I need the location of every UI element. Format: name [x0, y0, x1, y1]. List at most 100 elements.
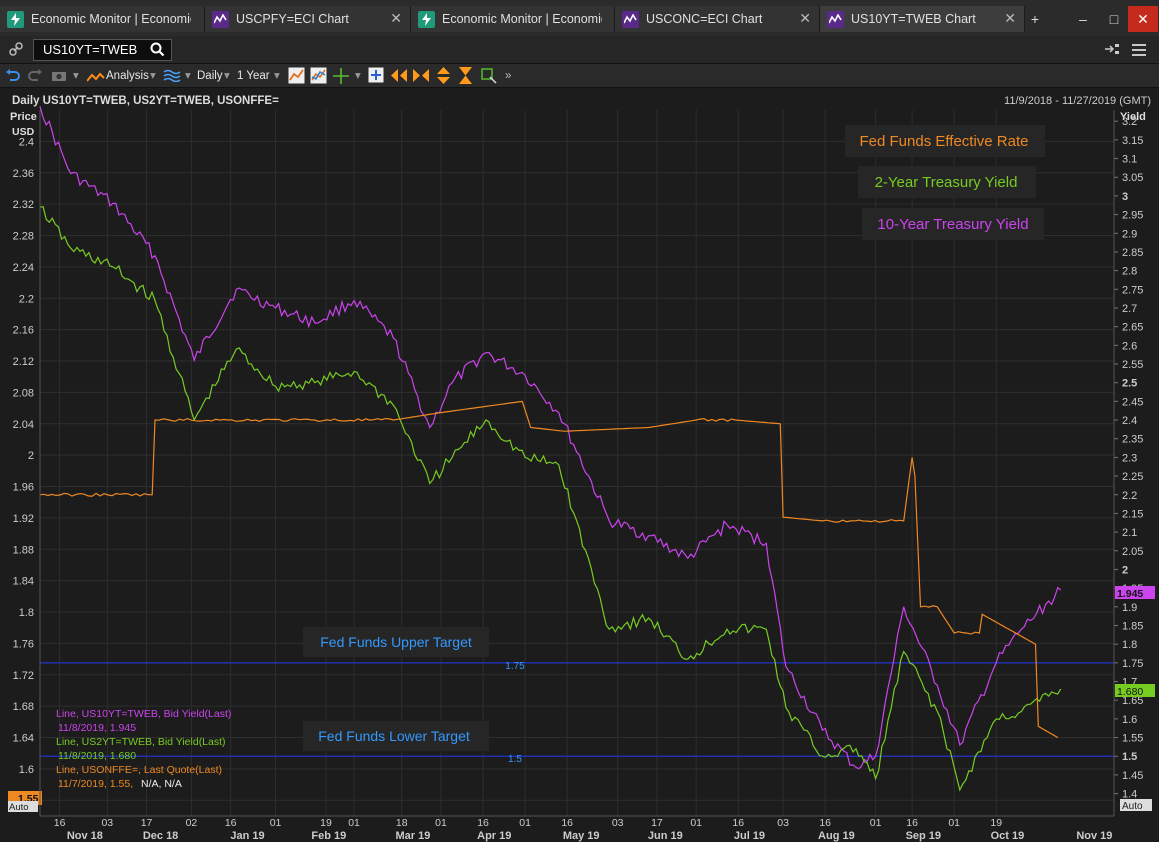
analysis-icon[interactable]: [86, 70, 105, 88]
legend-ten-year-line2: 11/8/2019, 1.945: [58, 722, 136, 734]
left-tick-label: 2: [28, 450, 34, 462]
tab-label: USCPFY=ECI Chart: [236, 12, 349, 26]
minimize-button[interactable]: –: [1079, 11, 1087, 27]
close-icon[interactable]: ✕: [390, 10, 402, 26]
chart-line-icon: [622, 10, 639, 28]
right-tick-label: 2.75: [1122, 284, 1143, 296]
crosshair-icon[interactable]: [333, 68, 349, 89]
annotation-lower-target: Fed Funds Lower Target: [318, 728, 470, 744]
interval-select[interactable]: Daily: [197, 70, 223, 82]
analysis-menu[interactable]: Analysis: [106, 70, 149, 82]
close-icon[interactable]: ✕: [799, 10, 811, 26]
right-tick-label: 1.75: [1122, 658, 1143, 670]
right-tick-label: 2.1: [1122, 527, 1137, 539]
right-tick-label: 2.95: [1122, 210, 1143, 222]
hourglass-icon[interactable]: [459, 67, 472, 89]
x-tick-label: 18: [396, 817, 408, 829]
link-icon[interactable]: [8, 41, 24, 62]
share-icon[interactable]: [1104, 42, 1120, 61]
x-tick-label: 03: [777, 817, 789, 829]
x-month-label: Sep 19: [906, 830, 941, 842]
range-dropdown-icon[interactable]: ▾: [274, 70, 280, 82]
left-tick-label: 2.32: [13, 199, 34, 211]
ten-year-value-tag-text: 1.945: [1117, 588, 1143, 600]
x-tick-label: 01: [519, 817, 531, 829]
right-tick-label: 3.2: [1122, 116, 1137, 128]
legend-ten-year-line1: Line, US10YT=TWEB, Bid Yield(Last): [56, 708, 231, 720]
search-icon[interactable]: [150, 42, 165, 62]
zoom-vertical-icon[interactable]: [437, 67, 450, 89]
x-tick-label: 03: [612, 817, 624, 829]
x-tick-label: 03: [101, 817, 113, 829]
x-month-label: Jun 19: [648, 830, 683, 842]
x-tick-label: 17: [141, 817, 153, 829]
pan-left-icon[interactable]: [391, 69, 407, 87]
left-tick-label: 1.8: [19, 607, 34, 619]
right-tick-label: 2.6: [1122, 340, 1137, 352]
left-tick-label: 2.4: [19, 136, 34, 148]
interval-dropdown-icon[interactable]: ▾: [224, 70, 230, 82]
x-tick-label: 19: [320, 817, 332, 829]
crosshair-dropdown-icon[interactable]: ▾: [355, 70, 361, 82]
two-year-value-tag-text: 1.680: [1117, 686, 1143, 698]
line-chart-icon[interactable]: [288, 67, 305, 89]
chart-date-range: 11/9/2018 - 11/27/2019 (GMT): [1004, 95, 1151, 107]
pan-right-icon[interactable]: [413, 69, 429, 87]
x-month-label: Nov 18: [67, 830, 103, 842]
range-select[interactable]: 1 Year: [237, 70, 270, 82]
two-year-value-tag: [1115, 684, 1155, 697]
select-area-icon[interactable]: [481, 68, 497, 89]
right-tick-label: 2.15: [1122, 508, 1143, 520]
annotation-box-fed-effective: [845, 125, 1045, 157]
chart-line-icon: [827, 10, 844, 28]
x-month-label: Oct 19: [991, 830, 1025, 842]
compare-chart-icon[interactable]: [310, 67, 327, 89]
add-tab-button[interactable]: +: [1030, 11, 1040, 27]
tab-label: USCONC=ECI Chart: [646, 12, 763, 26]
analysis-dropdown-icon[interactable]: ▾: [150, 70, 156, 82]
annotation-fed-effective: Fed Funds Effective Rate: [860, 133, 1029, 150]
tab-economic-monitor-2[interactable]: Economic Monitor | Economic: [411, 6, 615, 32]
tab-economic-monitor-1[interactable]: Economic Monitor | Economic: [0, 6, 205, 32]
x-tick-label: 16: [561, 817, 573, 829]
menu-icon[interactable]: [1132, 43, 1146, 61]
annotation-box-ten-year: [862, 208, 1044, 240]
right-tick-label: 2.3: [1122, 452, 1137, 464]
x-month-label: May 19: [563, 830, 600, 842]
auto-scale-button-left[interactable]: [8, 801, 38, 812]
right-tick-label: 3.05: [1122, 172, 1143, 184]
series-line-ten-year: [39, 106, 1062, 770]
maximize-button[interactable]: □: [1109, 11, 1119, 27]
close-icon[interactable]: ✕: [1004, 10, 1016, 26]
auto-scale-button-right[interactable]: [1120, 799, 1152, 811]
tab-bar: Economic Monitor | Economic USCPFY=ECI C…: [0, 0, 1159, 36]
legend-fed-line2: 11/7/2019, 1.55,: [58, 778, 133, 790]
chart-area[interactable]: Daily US10YT=TWEB, US2YT=TWEB, USONFFE= …: [0, 88, 1159, 842]
annotation-ten-year: 10-Year Treasury Yield: [877, 216, 1028, 233]
chart-line-icon: [212, 10, 229, 28]
camera-icon[interactable]: [51, 69, 67, 87]
upper-target-value: 1.75: [505, 661, 525, 672]
tab-us10yt-chart[interactable]: US10YT=TWEB Chart ✕: [820, 6, 1025, 32]
more-tools-icon[interactable]: »: [505, 70, 512, 82]
right-axis-title: Yield: [1120, 111, 1146, 123]
tab-uscpfy-chart[interactable]: USCPFY=ECI Chart ✕: [205, 6, 411, 32]
right-tick-label: 1.55: [1122, 733, 1143, 745]
add-study-icon[interactable]: [368, 67, 384, 88]
chart-toolbar: ▾ Analysis ▾ ▾ Daily ▾ 1 Year ▾ ▾ »: [0, 64, 1159, 88]
annotation-upper-target: Fed Funds Upper Target: [320, 634, 472, 650]
left-tick-label: 1.68: [13, 701, 34, 713]
waves-dropdown-icon[interactable]: ▾: [185, 70, 191, 82]
waves-icon[interactable]: [163, 69, 181, 87]
tab-usconc-chart[interactable]: USCONC=ECI Chart ✕: [615, 6, 820, 32]
left-axis-title-1: Price: [10, 111, 37, 123]
undo-icon[interactable]: [5, 68, 21, 87]
redo-icon[interactable]: [27, 68, 43, 87]
close-window-button[interactable]: ✕: [1128, 6, 1158, 32]
search-input[interactable]: US10YT=TWEB: [33, 39, 172, 61]
ten-year-value-tag: [1115, 586, 1155, 599]
camera-dropdown-icon[interactable]: ▾: [73, 70, 79, 82]
left-tick-label: 1.72: [13, 670, 34, 682]
right-tick-label: 2.05: [1122, 546, 1143, 558]
x-tick-label: 01: [435, 817, 447, 829]
